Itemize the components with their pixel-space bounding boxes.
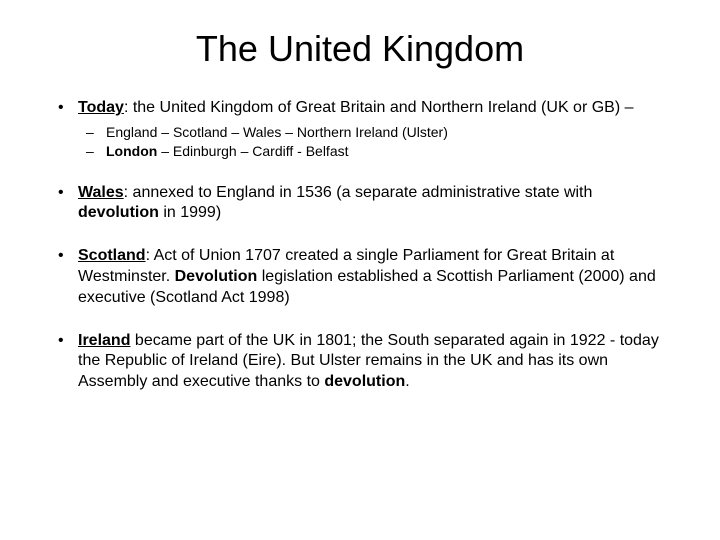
bullet-item: Wales: annexed to England in 1536 (a sep… [50,183,670,225]
sub-item: London – Edinburgh – Cardiff - Belfast [78,142,670,161]
text-segment: Scotland [78,247,146,264]
text-segment: Today [78,99,124,116]
sub-list: England – Scotland – Wales – Northern Ir… [78,123,670,161]
text-segment: devolution [78,204,159,221]
text-segment: devolution [324,373,405,390]
text-segment: Wales [78,184,124,201]
text-segment: London [106,143,157,159]
sub-item: England – Scotland – Wales – Northern Ir… [78,123,670,142]
slide-title: The United Kingdom [50,28,670,70]
text-segment: England – Scotland – Wales – Northern Ir… [106,124,448,140]
text-segment: – Edinburgh – Cardiff - Belfast [157,143,348,159]
bullet-list: Today: the United Kingdom of Great Brita… [50,98,670,393]
bullet-item: Ireland became part of the UK in 1801; t… [50,331,670,393]
text-segment: Ireland [78,332,130,349]
bullet-item: Today: the United Kingdom of Great Brita… [50,98,670,161]
text-segment: Devolution [175,268,258,285]
text-segment: . [405,373,409,390]
bullet-item: Scotland: Act of Union 1707 created a si… [50,246,670,308]
text-segment: in 1999) [159,204,221,221]
text-segment: : the United Kingdom of Great Britain an… [124,99,634,116]
text-segment: : annexed to England in 1536 (a separate… [124,184,593,201]
